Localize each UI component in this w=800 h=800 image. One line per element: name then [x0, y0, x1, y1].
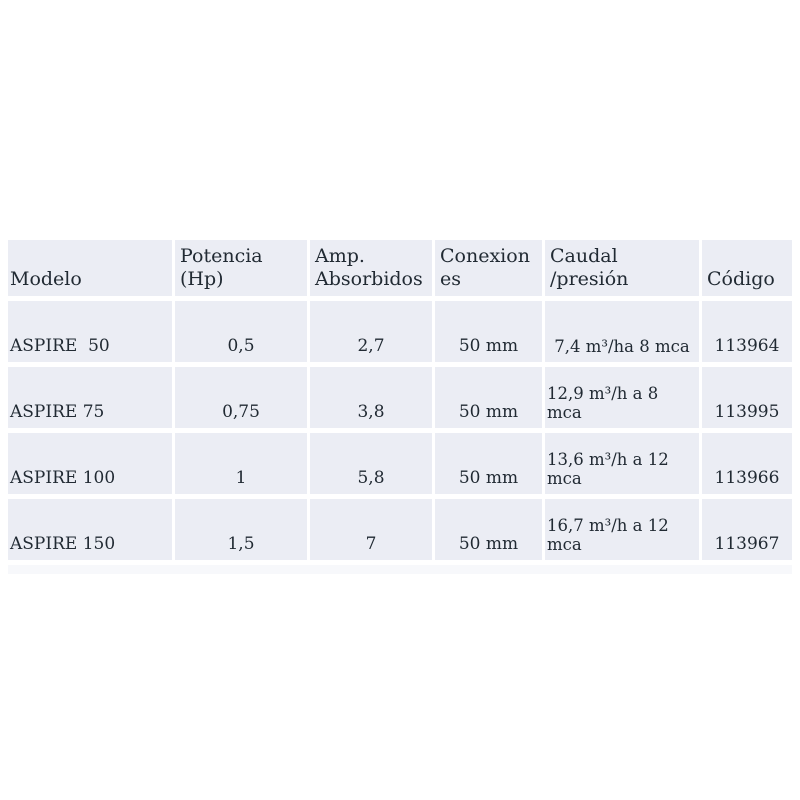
cell-value: 113967 — [714, 534, 780, 554]
cell-codigo: 113967 — [702, 499, 792, 560]
header-label: Código — [707, 267, 775, 290]
cell-modelo: ASPIRE 50 — [8, 301, 172, 362]
cell-value: ASPIRE 50 — [10, 336, 110, 356]
cell-value: 113964 — [714, 336, 780, 356]
cell-modelo: ASPIRE 100 — [8, 433, 172, 494]
cell-codigo: 113964 — [702, 301, 792, 362]
cell-conexiones: 50 mm — [435, 301, 542, 362]
cell-value: 2,7 — [357, 336, 385, 356]
table-footer-strip — [8, 565, 792, 574]
cell-value: 0,5 — [227, 336, 255, 356]
header-label: Caudal /presión — [550, 244, 629, 290]
cell-caudal: 13,6 m³/h a 12 mca — [545, 433, 699, 494]
cell-value: 50 mm — [458, 534, 519, 554]
cell-value: ASPIRE 75 — [10, 402, 105, 422]
cell-caudal: 12,9 m³/h a 8 mca — [545, 367, 699, 428]
cell-value: 1,5 — [227, 534, 255, 554]
cell-value: ASPIRE 100 — [10, 468, 116, 488]
cell-potencia: 0,5 — [175, 301, 307, 362]
cell-value: 5,8 — [357, 468, 385, 488]
cell-modelo: ASPIRE 150 — [8, 499, 172, 560]
specs-table: Modelo Potencia (Hp) Amp. Absorbidos Con… — [8, 240, 792, 574]
col-header-codigo: Código — [702, 240, 792, 296]
cell-amp: 2,7 — [310, 301, 432, 362]
cell-value: 7 — [365, 534, 377, 554]
cell-amp: 7 — [310, 499, 432, 560]
cell-codigo: 113995 — [702, 367, 792, 428]
cell-potencia: 1,5 — [175, 499, 307, 560]
cell-value: 50 mm — [458, 336, 519, 356]
col-header-conexiones: Conexiones — [435, 240, 542, 296]
cell-potencia: 0,75 — [175, 367, 307, 428]
cell-value: 50 mm — [458, 468, 519, 488]
cell-conexiones: 50 mm — [435, 433, 542, 494]
col-header-modelo: Modelo — [8, 240, 172, 296]
cell-caudal: 16,7 m³/h a 12 mca — [545, 499, 699, 560]
specs-table-grid: Modelo Potencia (Hp) Amp. Absorbidos Con… — [8, 240, 792, 560]
cell-value: ASPIRE 150 — [10, 534, 116, 554]
col-header-caudal-presion: Caudal /presión — [545, 240, 699, 296]
cell-conexiones: 50 mm — [435, 367, 542, 428]
cell-value: 16,7 m³/h a 12 mca — [547, 516, 669, 554]
cell-codigo: 113966 — [702, 433, 792, 494]
cell-amp: 3,8 — [310, 367, 432, 428]
cell-value: 7,4 m³/ha 8 mca — [554, 337, 690, 356]
cell-value: 12,9 m³/h a 8 mca — [547, 384, 659, 422]
header-label: Amp. Absorbidos — [315, 244, 423, 290]
cell-value: 3,8 — [357, 402, 385, 422]
col-header-potencia: Potencia (Hp) — [175, 240, 307, 296]
cell-value: 50 mm — [458, 402, 519, 422]
cell-potencia: 1 — [175, 433, 307, 494]
cell-caudal: 7,4 m³/ha 8 mca — [545, 301, 699, 362]
cell-value: 113995 — [714, 402, 780, 422]
cell-amp: 5,8 — [310, 433, 432, 494]
col-header-amp-absorbidos: Amp. Absorbidos — [310, 240, 432, 296]
header-label: Modelo — [10, 267, 82, 290]
cell-modelo: ASPIRE 75 — [8, 367, 172, 428]
cell-conexiones: 50 mm — [435, 499, 542, 560]
cell-value: 13,6 m³/h a 12 mca — [547, 450, 669, 488]
header-label: Conexiones — [440, 244, 530, 290]
cell-value: 0,75 — [222, 402, 260, 422]
cell-value: 113966 — [714, 468, 780, 488]
cell-value: 1 — [235, 468, 247, 488]
header-label: Potencia (Hp) — [180, 244, 263, 290]
